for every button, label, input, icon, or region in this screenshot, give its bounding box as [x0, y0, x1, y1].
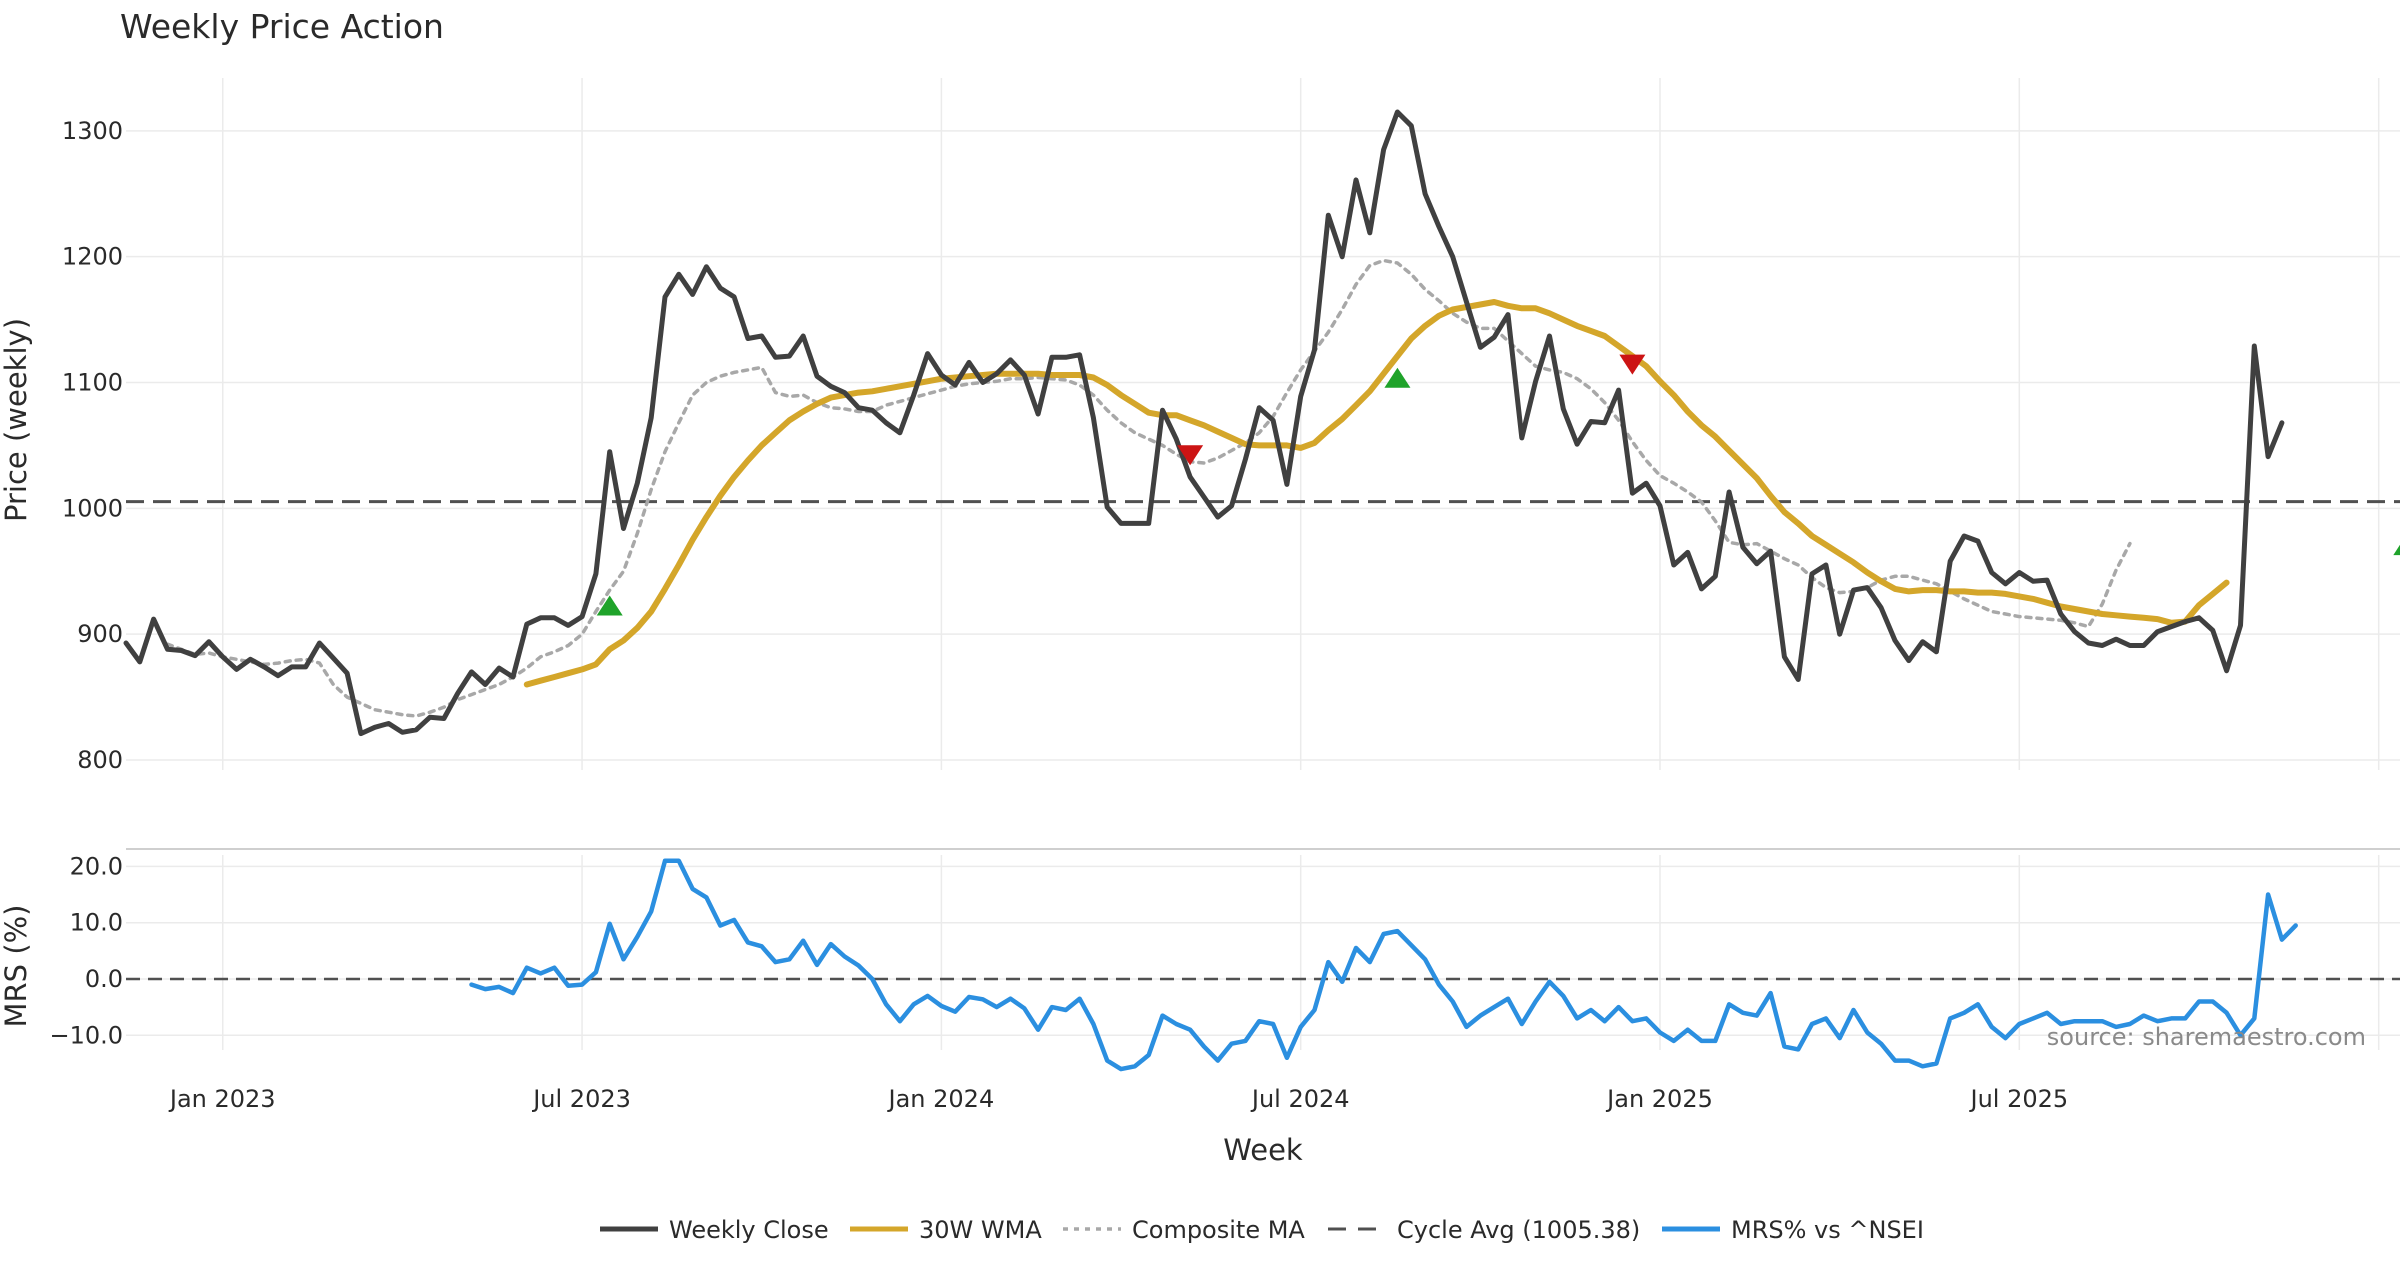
x-tick-label: Jan 2025 [1605, 1085, 1713, 1113]
source-label: source: sharemaestro.com [2047, 1023, 2366, 1051]
price-grid [126, 78, 2400, 770]
sell-signal-marker [1619, 354, 1646, 375]
price-y-axis-label: Price (weekly) [0, 318, 33, 522]
legend-label: Cycle Avg (1005.38) [1397, 1216, 1640, 1244]
price-y-tick-label: 1200 [62, 243, 123, 271]
price-y-tick-label: 1100 [62, 369, 123, 397]
buy-signal-marker [596, 595, 623, 616]
legend: Weekly Close 30W WMA Composite MA Cycle Avg… [600, 1216, 1924, 1244]
mrs-y-ticks: −10.0 0.0 10.0 20.0 [49, 852, 123, 1049]
mrs-y-tick-label: 10.0 [70, 909, 123, 937]
price-y-tick-label: 1300 [62, 117, 123, 145]
mrs-line [469, 858, 2298, 1072]
buy-signal-marker [1384, 367, 1411, 388]
x-tick-label: Jan 2024 [887, 1085, 995, 1113]
mrs-y-axis-label: MRS (%) [0, 905, 33, 1028]
x-tick-label: Jan 2023 [168, 1085, 276, 1113]
x-tick-label: Jul 2025 [1969, 1085, 2069, 1113]
mrs-y-tick-label: 0.0 [85, 965, 123, 993]
series-layer [123, 109, 2298, 1072]
price-y-tick-label: 900 [77, 620, 123, 648]
mrs-y-tick-label: −10.0 [49, 1021, 123, 1049]
mrs-y-tick-label: 20.0 [70, 852, 123, 880]
price-y-tick-label: 1000 [62, 494, 123, 522]
x-axis-label: Week [1223, 1133, 1303, 1167]
legend-label: Composite MA [1132, 1216, 1305, 1244]
chart-title: Weekly Price Action [120, 7, 444, 46]
x-ticks: Jan 2023 Jul 2023 Jan 2024 Jul 2024 Jan 2025… [168, 1085, 2068, 1113]
buy-signal-marker [2393, 544, 2400, 556]
x-tick-label: Jul 2023 [531, 1085, 631, 1113]
composite-ma-line [165, 258, 2132, 718]
price-y-tick-label: 800 [77, 746, 123, 774]
wma-30w-line [523, 299, 2230, 688]
price-y-ticks: 800 900 1000 1100 1200 1300 [62, 117, 123, 774]
x-tick-label: Jul 2024 [1250, 1085, 1350, 1113]
sell-signal-marker [1177, 445, 1204, 466]
legend-label: Weekly Close [669, 1216, 829, 1244]
signal-markers [596, 354, 2400, 616]
weekly-close-line [123, 109, 2285, 737]
legend-label: MRS% vs ^NSEI [1731, 1216, 1924, 1244]
legend-label: 30W WMA [919, 1216, 1042, 1244]
